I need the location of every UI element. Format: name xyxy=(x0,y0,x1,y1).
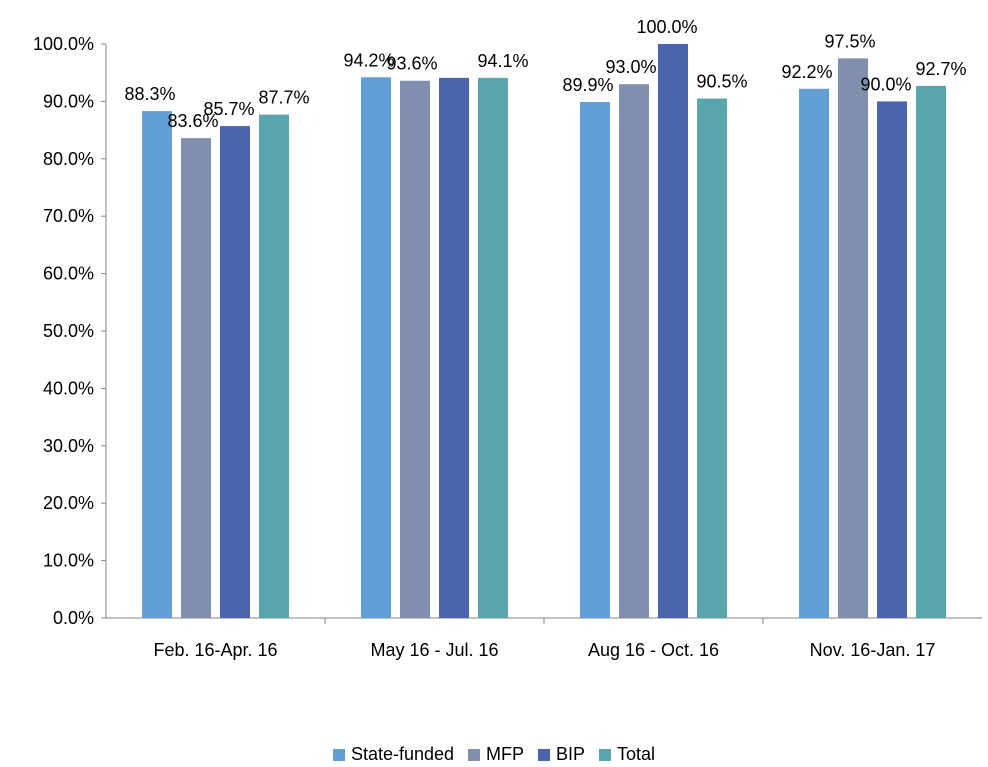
x-tick-label: Feb. 16-Apr. 16 xyxy=(153,640,277,660)
y-tick-label: 0.0% xyxy=(53,608,94,628)
y-tick-label: 30.0% xyxy=(43,436,94,456)
legend-swatch xyxy=(538,748,551,761)
bar xyxy=(259,114,289,619)
data-label: 90.5% xyxy=(696,72,747,92)
data-label: 85.7% xyxy=(203,99,254,119)
legend-label: Total xyxy=(617,744,656,764)
y-tick-label: 100.0% xyxy=(33,34,94,54)
data-label: 93.0% xyxy=(605,57,656,77)
x-tick-label: Aug 16 - Oct. 16 xyxy=(588,640,719,660)
data-label: 90.0% xyxy=(860,74,911,94)
y-tick-label: 50.0% xyxy=(43,321,94,341)
data-label: 97.5% xyxy=(824,31,875,51)
bar xyxy=(181,138,211,619)
data-label: 89.9% xyxy=(562,75,613,95)
legend: State-funded MFP BIP Total xyxy=(0,744,988,765)
axes: 0.0% 10.0% 20.0% 30.0% 40.0% 50.0% 60.0% 70.0% 8… xyxy=(33,34,982,660)
legend-label: BIP xyxy=(556,744,586,764)
bar xyxy=(916,85,946,619)
y-tick-label: 20.0% xyxy=(43,493,94,513)
data-label: 92.7% xyxy=(915,59,966,79)
x-tick-label: May 16 - Jul. 16 xyxy=(370,640,498,660)
data-label: 92.2% xyxy=(781,62,832,82)
bar xyxy=(142,111,172,619)
data-label: 94.1% xyxy=(477,51,528,71)
y-tick-label: 40.0% xyxy=(43,378,94,398)
bar xyxy=(838,58,868,619)
y-tick-label: 90.0% xyxy=(43,91,94,111)
legend-label: MFP xyxy=(486,744,525,764)
bar xyxy=(658,44,688,618)
y-tick-label: 70.0% xyxy=(43,206,94,226)
y-tick-label: 60.0% xyxy=(43,264,94,284)
data-label: 93.6% xyxy=(386,54,437,74)
bar xyxy=(400,80,430,618)
x-tick-label: Nov. 16-Jan. 17 xyxy=(810,640,936,660)
data-label: 87.7% xyxy=(258,88,309,108)
legend-item: MFP xyxy=(468,744,524,765)
legend-item: BIP xyxy=(538,744,585,765)
legend-swatch xyxy=(599,748,612,761)
data-label: 83.6% xyxy=(167,111,218,131)
bar xyxy=(478,77,508,619)
bar xyxy=(619,84,649,619)
legend-label: State-funded xyxy=(350,744,455,764)
legend-swatch xyxy=(468,748,481,761)
data-label: 100.0% xyxy=(636,17,697,37)
legend-item: Total xyxy=(599,744,655,765)
bar xyxy=(220,126,250,618)
y-tick-label: 10.0% xyxy=(43,551,94,571)
y-tick-label: 80.0% xyxy=(43,149,94,169)
bar xyxy=(361,77,391,619)
legend-item: State-funded xyxy=(332,744,455,765)
data-label: 88.3% xyxy=(124,84,175,104)
bar xyxy=(799,88,829,619)
bar xyxy=(439,77,469,619)
data-labels: 88.3% 83.6%85.7%87.7% 94.2%93.6% 94.1% 89.9%… xyxy=(124,17,966,131)
legend-swatch xyxy=(332,748,345,761)
bars xyxy=(142,44,946,619)
bar xyxy=(580,101,610,618)
bar xyxy=(697,98,727,618)
bar xyxy=(877,101,907,618)
data-label: 94.2% xyxy=(343,50,394,70)
